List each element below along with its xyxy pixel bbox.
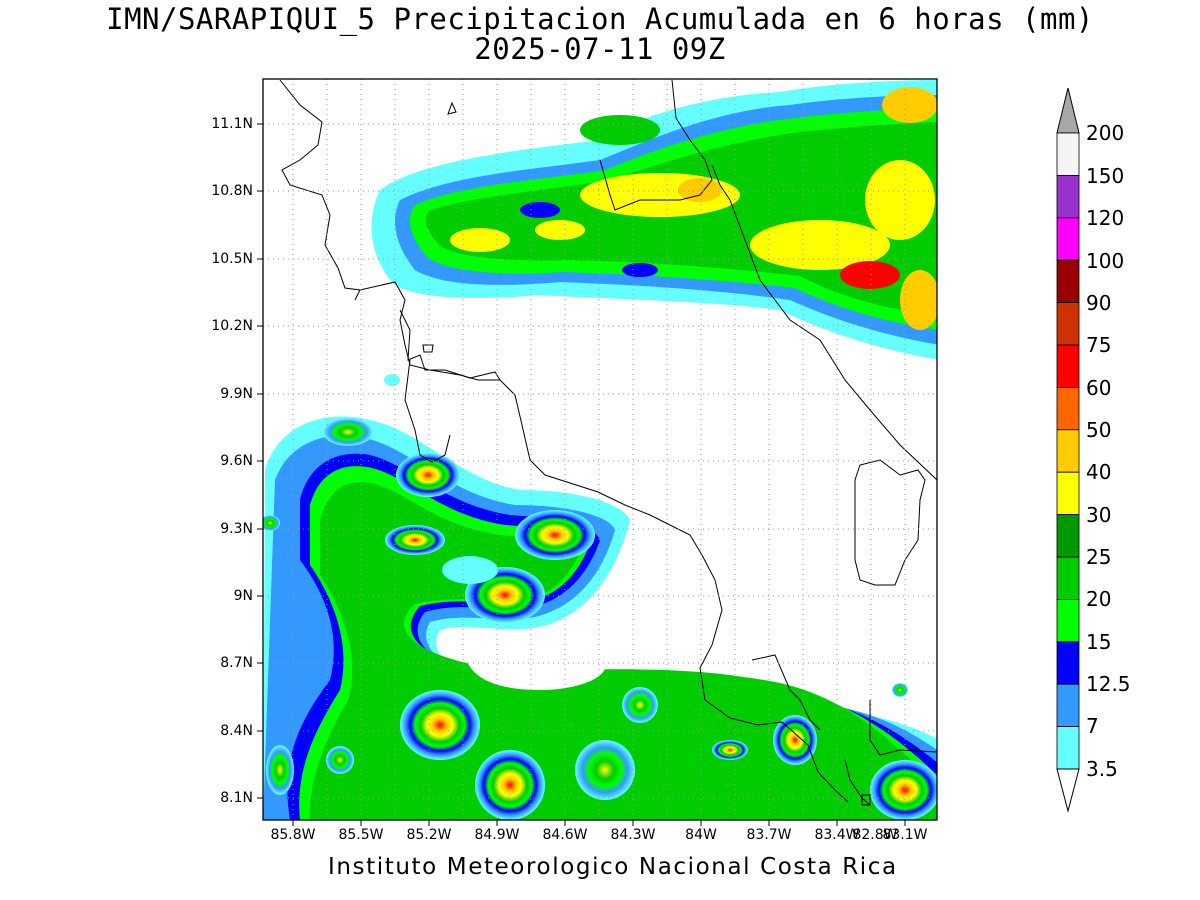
coastline xyxy=(279,79,937,806)
lat-label: 9.6N xyxy=(220,453,253,469)
lon-label: 83.7W xyxy=(746,827,792,843)
lat-label: 10.8N xyxy=(211,183,253,199)
lon-label: 83.4W xyxy=(814,827,860,843)
lon-label: 85.8W xyxy=(270,827,316,843)
map-frame xyxy=(262,78,938,821)
colorbar-label: 7 xyxy=(1086,714,1099,738)
lon-label: 84.3W xyxy=(610,827,656,843)
colorbar-swatch xyxy=(1056,514,1080,558)
lat-label: 8.4N xyxy=(220,723,253,739)
colorbar-swatch xyxy=(1056,726,1080,770)
colorbar-label: 15 xyxy=(1086,630,1112,654)
colorbar-label: 12.5 xyxy=(1086,672,1131,696)
colorbar-label: 100 xyxy=(1086,249,1125,273)
colorbar-label: 200 xyxy=(1086,121,1125,145)
colorbar-under-triangle xyxy=(1056,768,1080,813)
lon-label: 84.6W xyxy=(542,827,588,843)
footer-credit: Instituto Meteorologico Nacional Costa R… xyxy=(328,854,898,880)
lat-label: 11.1N xyxy=(211,116,253,132)
lon-label: 82.8W xyxy=(852,827,898,843)
colorbar-label: 60 xyxy=(1086,376,1112,400)
colorbar-swatch xyxy=(1056,386,1080,431)
colorbar-swatch xyxy=(1056,132,1080,176)
lat-label: 8.1N xyxy=(220,790,253,806)
lat-label: 10.2N xyxy=(211,318,253,334)
precip-southern-band xyxy=(263,374,937,820)
precip-northern-band xyxy=(371,80,937,360)
colorbar-label: 120 xyxy=(1086,206,1125,230)
colorbar-label: 3.5 xyxy=(1086,757,1118,781)
colorbar-swatch xyxy=(1056,471,1080,516)
lat-label: 8.7N xyxy=(220,655,253,671)
lon-label: 84W xyxy=(685,827,717,843)
colorbar-swatch xyxy=(1056,302,1080,346)
colorbar-label: 40 xyxy=(1086,460,1112,484)
lon-label: 85.5W xyxy=(338,827,384,843)
colorbar-label: 90 xyxy=(1086,291,1112,315)
lat-label: 9.9N xyxy=(220,386,253,402)
lon-label: 85.2W xyxy=(406,827,452,843)
lat-label: 9.3N xyxy=(220,521,253,537)
colorbar-swatch xyxy=(1056,599,1080,643)
colorbar xyxy=(1056,87,1080,813)
lat-label: 9N xyxy=(233,588,253,604)
colorbar-label: 150 xyxy=(1086,164,1125,188)
colorbar-label: 20 xyxy=(1086,587,1112,611)
colorbar-swatch xyxy=(1056,429,1080,473)
lon-label: 84.9W xyxy=(474,827,520,843)
colorbar-swatch xyxy=(1056,174,1080,219)
colorbar-label: 50 xyxy=(1086,418,1112,442)
colorbar-swatch xyxy=(1056,556,1080,600)
colorbar-over-triangle xyxy=(1056,87,1080,134)
lon-label: 83.1W xyxy=(882,827,928,843)
axis-ticks xyxy=(257,123,906,826)
colorbar-label: 75 xyxy=(1086,333,1112,357)
colorbar-label: 30 xyxy=(1086,503,1112,527)
lat-label: 10.5N xyxy=(211,251,253,267)
colorbar-swatch xyxy=(1056,259,1080,304)
map-title: IMN/SARAPIQUI_5 Precipitacion Acumulada … xyxy=(106,2,1094,36)
map-datetime: 2025-07-11 09Z xyxy=(474,32,726,66)
graticule xyxy=(263,79,937,820)
colorbar-swatch xyxy=(1056,344,1080,388)
colorbar-swatch xyxy=(1056,641,1080,685)
colorbar-swatch xyxy=(1056,683,1080,728)
colorbar-swatch xyxy=(1056,217,1080,261)
colorbar-label: 25 xyxy=(1086,545,1112,569)
